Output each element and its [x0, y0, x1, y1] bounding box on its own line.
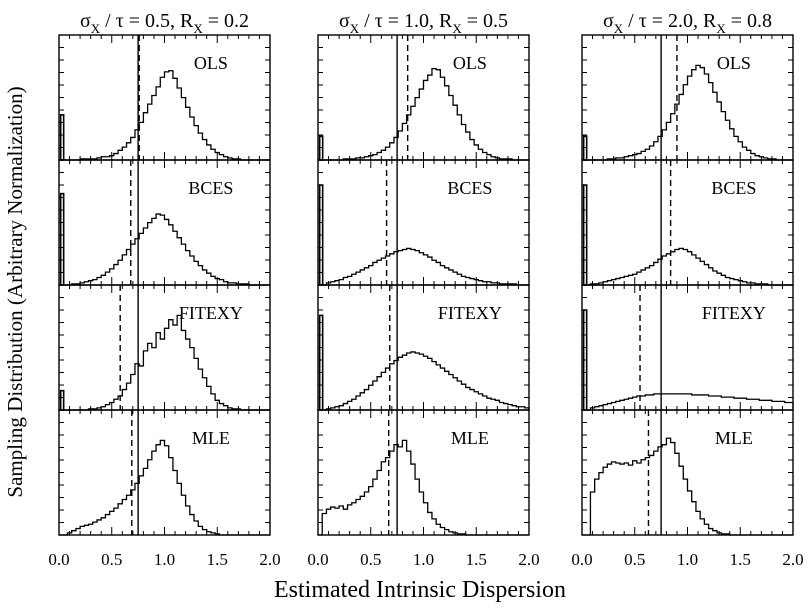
histogram-step	[582, 393, 794, 411]
panel-bces: BCES	[581, 159, 794, 286]
method-label: MLE	[192, 428, 230, 448]
x-tick-label: 1.5	[730, 550, 751, 569]
x-tick-label: 1.0	[677, 550, 698, 569]
x-tick-labels: 0.0 0.5 1.0 1.5 2.0 0.0 0.5 1.0 1.5 2.0 0.0 0.5 1.0 1…	[48, 550, 803, 569]
histogram-step	[318, 351, 530, 411]
x-tick-label: 2.0	[518, 550, 539, 569]
panel-frame	[58, 34, 271, 161]
panel-frame	[58, 159, 271, 286]
column-titles: σX / τ = 0.5, RX = 0.2 σX / τ = 1.0, RX =…	[80, 10, 772, 36]
histogram-step	[318, 439, 529, 536]
zero-spike	[59, 389, 65, 411]
panel-frame	[317, 34, 530, 161]
column-title: σX / τ = 1.0, RX = 0.5	[339, 10, 508, 36]
histogram-step	[582, 247, 793, 286]
zero-spike	[59, 192, 65, 286]
histogram-step	[318, 67, 529, 161]
panel-frame	[317, 159, 530, 286]
panel-ols: OLS	[581, 34, 794, 161]
method-label: BCES	[711, 178, 756, 198]
panel-mle: MLE	[581, 409, 794, 536]
column-title: σX / τ = 2.0, RX = 0.8	[603, 10, 772, 36]
x-axis-label: Estimated Intrinsic Dispersion	[274, 577, 566, 603]
method-label: OLS	[717, 53, 751, 73]
method-label: MLE	[451, 428, 489, 448]
x-tick-label: 0.0	[307, 550, 328, 569]
histogram-step	[59, 70, 270, 161]
zero-spike	[318, 135, 324, 161]
method-label: FITEXY	[702, 303, 766, 323]
panel-frame	[581, 409, 794, 536]
panel-mle: MLE	[317, 409, 530, 536]
panel-frame	[58, 409, 271, 536]
histogram-step	[59, 314, 270, 411]
panel-mle: MLE	[58, 409, 271, 536]
panel-frame	[581, 34, 794, 161]
y-axis-label: Sampling Distribution (Arbitrary Normali…	[3, 86, 27, 497]
panel-frame	[317, 409, 530, 536]
panel-frame	[581, 159, 794, 286]
method-label: MLE	[715, 428, 753, 448]
panel-bces: BCES	[317, 159, 530, 286]
histogram-step	[59, 213, 270, 286]
zero-spike	[59, 114, 65, 161]
method-label: BCES	[188, 178, 233, 198]
x-tick-label: 1.0	[154, 550, 175, 569]
panel-fitexy: FITEXY	[58, 284, 271, 411]
x-tick-label: 0.5	[101, 550, 122, 569]
x-tick-label: 2.0	[782, 550, 803, 569]
panels-layer: OLS BCES FITEXY MLE OLS BCES FITEXY MLE OLS BCES F…	[58, 34, 794, 536]
method-label: FITEXY	[179, 303, 243, 323]
method-label: BCES	[447, 178, 492, 198]
x-tick-label: 2.0	[259, 550, 280, 569]
x-tick-label: 0.5	[624, 550, 645, 569]
method-label: FITEXY	[438, 303, 502, 323]
method-label: OLS	[194, 53, 228, 73]
column-title: σX / τ = 0.5, RX = 0.2	[80, 10, 249, 36]
panel-fitexy: FITEXY	[317, 284, 530, 411]
panel-ols: OLS	[58, 34, 271, 161]
x-tick-label: 0.5	[360, 550, 381, 569]
x-tick-label: 0.0	[48, 550, 69, 569]
x-tick-label: 1.5	[466, 550, 487, 569]
panel-ols: OLS	[317, 34, 530, 161]
method-label: OLS	[453, 53, 487, 73]
x-tick-label: 0.0	[571, 550, 592, 569]
x-tick-label: 1.5	[207, 550, 228, 569]
histogram-step	[582, 64, 793, 161]
panel-bces: BCES	[58, 159, 271, 286]
zero-spike	[318, 314, 324, 411]
histogram-step	[318, 247, 529, 286]
histogram-step	[582, 437, 793, 536]
histogram-step	[59, 439, 270, 536]
zero-spike	[582, 135, 588, 161]
panel-fitexy: FITEXY	[581, 284, 794, 411]
x-tick-label: 1.0	[413, 550, 434, 569]
